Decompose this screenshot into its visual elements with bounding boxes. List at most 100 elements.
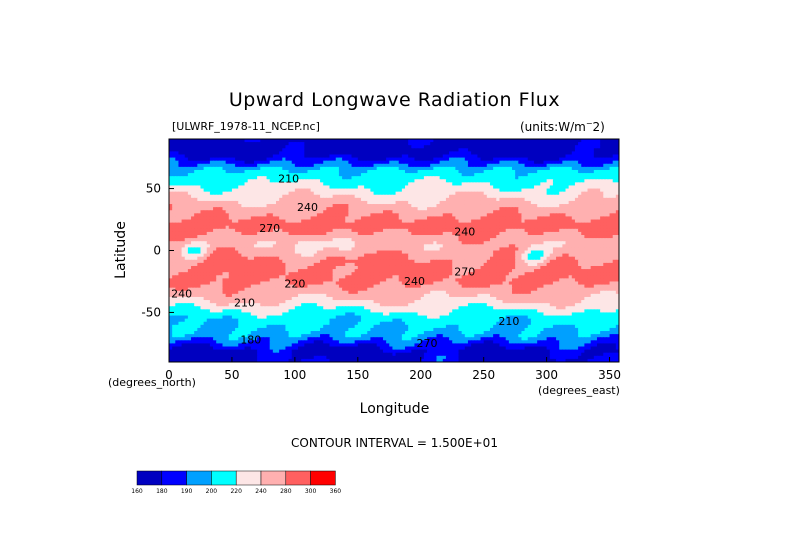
- heatmap-cell: [247, 235, 252, 239]
- heatmap-cell: [266, 222, 271, 227]
- heatmap-cell: [348, 185, 353, 190]
- heatmap-cell: [225, 148, 230, 152]
- heatmap-cell: [445, 169, 450, 174]
- heatmap-cell: [411, 176, 416, 180]
- heatmap-cell: [197, 142, 202, 146]
- heatmap-cell: [260, 238, 265, 242]
- heatmap-cell: [213, 163, 217, 168]
- heatmap-cell: [587, 216, 592, 221]
- heatmap-cell: [172, 213, 176, 218]
- heatmap-cell: [357, 182, 362, 187]
- heatmap-cell: [398, 169, 403, 174]
- heatmap-cell: [301, 238, 305, 242]
- heatmap-cell: [298, 213, 302, 218]
- heatmap-cell: [584, 241, 589, 245]
- heatmap-cell: [471, 176, 475, 180]
- heatmap-cell: [364, 231, 368, 236]
- heatmap-cell: [282, 169, 287, 174]
- heatmap-cell: [609, 185, 614, 190]
- heatmap-cell: [417, 151, 422, 156]
- heatmap-cell: [405, 179, 409, 183]
- heatmap-cell: [571, 145, 576, 149]
- heatmap-cell: [351, 166, 356, 171]
- heatmap-cell: [326, 179, 331, 183]
- heatmap-cell: [326, 148, 331, 152]
- heatmap-cell: [574, 157, 579, 162]
- heatmap-cell: [549, 200, 554, 205]
- heatmap-cell: [559, 231, 563, 236]
- heatmap-cell: [433, 145, 438, 149]
- heatmap-cell: [527, 231, 532, 236]
- heatmap-cell: [414, 210, 419, 214]
- heatmap-cell: [219, 154, 224, 159]
- heatmap-cell: [216, 145, 220, 149]
- heatmap-cell: [370, 145, 375, 149]
- heatmap-cell: [222, 228, 227, 233]
- heatmap-cell: [534, 154, 538, 159]
- heatmap-cell: [600, 157, 604, 162]
- heatmap-cell: [537, 145, 541, 149]
- heatmap-cell: [477, 169, 482, 174]
- heatmap-cell: [257, 213, 261, 218]
- heatmap-cell: [512, 194, 516, 199]
- heatmap-cell: [288, 197, 293, 202]
- heatmap-cell: [225, 176, 230, 180]
- heatmap-cell: [439, 142, 444, 146]
- heatmap-cell: [279, 200, 283, 205]
- heatmap-cell: [584, 213, 589, 218]
- heatmap-cell: [480, 235, 485, 239]
- heatmap-cell: [282, 213, 287, 218]
- heatmap-cell: [578, 207, 582, 211]
- heatmap-cell: [499, 169, 504, 174]
- heatmap-cell: [326, 238, 331, 242]
- heatmap-cell: [433, 157, 438, 162]
- heatmap-cell: [197, 176, 202, 180]
- heatmap-cell: [423, 176, 428, 180]
- heatmap-cell: [275, 154, 280, 159]
- heatmap-cell: [590, 238, 595, 242]
- heatmap-cell: [301, 160, 305, 165]
- heatmap-cell: [260, 216, 265, 221]
- heatmap-cell: [398, 222, 403, 227]
- heatmap-cell: [502, 139, 507, 143]
- heatmap-cell: [590, 222, 595, 227]
- heatmap-cell: [559, 222, 563, 227]
- heatmap-cell: [496, 225, 501, 230]
- heatmap-cell: [260, 210, 265, 214]
- heatmap-cell: [436, 169, 441, 174]
- heatmap-cell: [382, 216, 387, 221]
- heatmap-cell: [191, 228, 195, 233]
- heatmap-cell: [181, 231, 186, 236]
- heatmap-cell: [414, 182, 419, 187]
- heatmap-cell: [439, 169, 444, 174]
- heatmap-cell: [609, 200, 614, 205]
- heatmap-cell: [395, 213, 400, 218]
- heatmap-cell: [219, 160, 224, 165]
- heatmap-cell: [474, 160, 478, 165]
- heatmap-cell: [398, 173, 403, 177]
- heatmap-cell: [609, 166, 614, 171]
- heatmap-cell: [411, 166, 416, 171]
- heatmap-cell: [260, 142, 265, 146]
- heatmap-cell: [619, 223, 623, 227]
- heatmap-cell: [521, 222, 526, 227]
- heatmap-cell: [420, 207, 425, 211]
- heatmap-cell: [556, 157, 560, 162]
- heatmap-cell: [178, 197, 183, 202]
- heatmap-cell: [389, 182, 394, 187]
- heatmap-cell: [320, 204, 324, 208]
- heatmap-cell: [477, 157, 482, 162]
- heatmap-cell: [351, 200, 356, 205]
- heatmap-cell: [235, 151, 239, 156]
- heatmap-cell: [518, 219, 523, 224]
- heatmap-cell: [266, 244, 271, 249]
- heatmap-cell: [593, 163, 598, 168]
- heatmap-cell: [275, 222, 280, 227]
- heatmap-cell: [565, 222, 570, 227]
- heatmap-cell: [571, 225, 576, 230]
- heatmap-cell: [395, 145, 400, 149]
- heatmap-cell: [348, 151, 353, 156]
- heatmap-cell: [172, 219, 176, 224]
- heatmap-cell: [530, 185, 535, 190]
- heatmap-cell: [556, 219, 560, 224]
